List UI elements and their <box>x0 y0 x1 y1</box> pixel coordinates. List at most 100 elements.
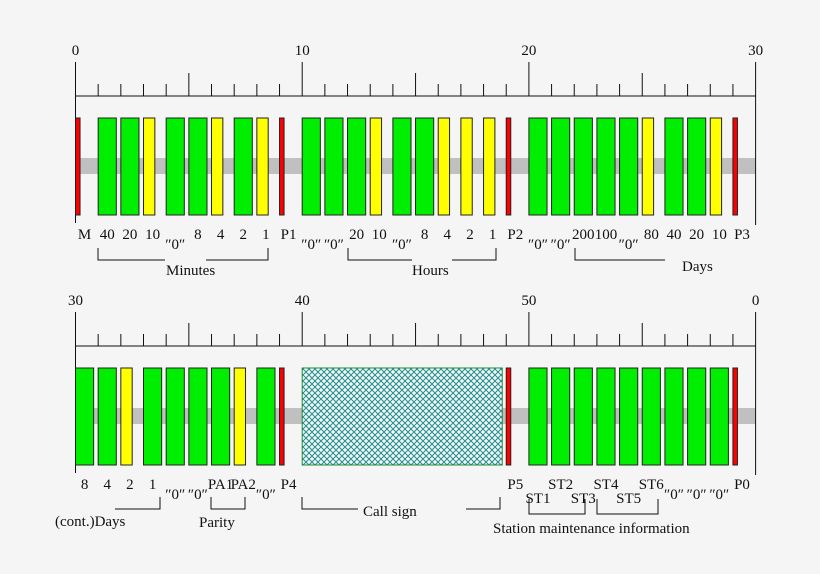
zero-pulse-bar <box>619 367 639 466</box>
marker-pulse-bar <box>505 367 512 466</box>
zero-pulse-bar <box>301 117 321 216</box>
zero-pulse-bar <box>687 117 707 216</box>
days-cont-bracket <box>115 497 161 510</box>
zero-pulse-bar <box>233 117 253 216</box>
marker-pulse-bar <box>505 117 512 216</box>
second-label: ST6 <box>639 477 665 493</box>
call-sign-block <box>301 367 503 466</box>
zero-pulse-bar <box>687 367 707 466</box>
ruler-label: 0 <box>72 43 80 59</box>
hours-bracket-left <box>347 248 412 261</box>
zero-pulse-bar <box>528 117 548 216</box>
second-label: P0 <box>734 477 750 493</box>
second-label: ST3 <box>571 491 596 507</box>
second-label: 200 <box>572 227 595 243</box>
second-label: ″0″ <box>301 237 321 253</box>
second-label: ″0″ <box>664 487 684 503</box>
one-pulse-bar <box>709 117 723 216</box>
station-bracket-1 <box>528 499 586 515</box>
second-label: 2 <box>466 227 474 243</box>
one-pulse-bar <box>369 117 383 216</box>
days-group-label: Days <box>682 259 713 275</box>
second-label: 4 <box>103 477 111 493</box>
zero-pulse-bar <box>256 367 276 466</box>
marker-pulse-bar <box>732 117 738 216</box>
second-label: 1 <box>149 477 157 493</box>
ruler-label: 0 <box>752 293 760 309</box>
ruler-label: 40 <box>295 293 310 309</box>
second-label: ST5 <box>616 491 641 507</box>
second-label: 10 <box>145 227 160 243</box>
ruler-label: 30 <box>748 43 763 59</box>
second-label: 20 <box>689 227 704 243</box>
minutes-bracket-left <box>97 248 165 261</box>
second-label: P4 <box>281 477 297 493</box>
zero-pulse-bar <box>97 367 117 466</box>
group-brackets-row1 <box>97 248 665 261</box>
second-label: 80 <box>644 227 659 243</box>
zero-pulse-bar <box>573 367 593 466</box>
second-label: ″0″ <box>165 237 185 253</box>
parity-group-label: Parity <box>199 515 235 531</box>
one-pulse-bar <box>483 117 496 216</box>
second-label: 1 <box>489 227 497 243</box>
one-pulse-bar <box>437 117 451 216</box>
second-label: 2 <box>126 477 134 493</box>
zero-pulse-bar <box>573 117 593 216</box>
hours-group-label: Hours <box>412 263 449 279</box>
call-sign-group-label: Call sign <box>363 504 417 520</box>
one-pulse-bar <box>460 117 473 216</box>
second-label: M <box>78 227 91 243</box>
zero-pulse-bar <box>664 367 684 466</box>
marker-pulse-bar <box>279 117 285 216</box>
second-label: ″0″ <box>256 487 276 503</box>
row-seconds-0-29: 0 10 20 30M 40 20 10″0″8 4 2 1 P1″0″ ″0″20 10″0″8 4 2 1… <box>72 43 763 253</box>
zero-pulse-bar <box>551 117 571 216</box>
zero-pulse-bar <box>551 367 571 466</box>
group-brackets-row2 <box>115 497 659 515</box>
second-label: 100 <box>595 227 618 243</box>
zero-pulse-bar <box>165 367 185 466</box>
zero-pulse-bar <box>188 117 208 216</box>
zero-pulse-bar <box>619 117 639 216</box>
second-label: P5 <box>507 477 523 493</box>
marker-pulse-bar <box>732 367 738 466</box>
second-label: 1 <box>262 227 270 243</box>
zero-pulse-bar <box>392 117 412 216</box>
zero-pulse-bar <box>347 117 367 216</box>
second-label: ″0″ <box>324 237 344 253</box>
zero-pulse-bar <box>415 117 435 216</box>
days-bracket <box>574 248 665 261</box>
second-label: 10 <box>372 227 387 243</box>
second-label: P2 <box>507 227 523 243</box>
one-pulse-bar <box>120 367 133 466</box>
second-label: ″0″ <box>551 237 571 253</box>
second-label: ST1 <box>525 491 550 507</box>
days-cont-group-label: (cont.)Days <box>55 514 126 530</box>
second-label: 40 <box>100 227 115 243</box>
second-label: PA1 <box>208 477 233 493</box>
second-label: ST2 <box>548 477 573 493</box>
ruler-label: 30 <box>68 293 83 309</box>
ruler-label: 50 <box>521 293 536 309</box>
second-label: 4 <box>444 227 452 243</box>
zero-pulse-bar <box>188 367 208 466</box>
one-pulse-bar <box>641 117 655 216</box>
zero-pulse-bar <box>75 367 95 466</box>
zero-pulse-bar <box>165 117 185 216</box>
marker-pulse-bar <box>279 367 285 466</box>
second-label: ″0″ <box>709 487 729 503</box>
one-pulse-bar <box>233 367 247 466</box>
second-label: ST4 <box>593 477 619 493</box>
ruler-label: 10 <box>295 43 310 59</box>
second-label: PA2 <box>231 477 256 493</box>
zero-pulse-bar <box>324 117 344 216</box>
second-label: 8 <box>81 477 89 493</box>
zero-pulse-bar <box>709 367 729 466</box>
minutes-bracket-right <box>206 248 269 261</box>
zero-pulse-bar <box>211 367 231 466</box>
second-label: P3 <box>734 227 750 243</box>
second-label: ″0″ <box>687 487 707 503</box>
call-sign-bracket-left <box>301 497 358 510</box>
